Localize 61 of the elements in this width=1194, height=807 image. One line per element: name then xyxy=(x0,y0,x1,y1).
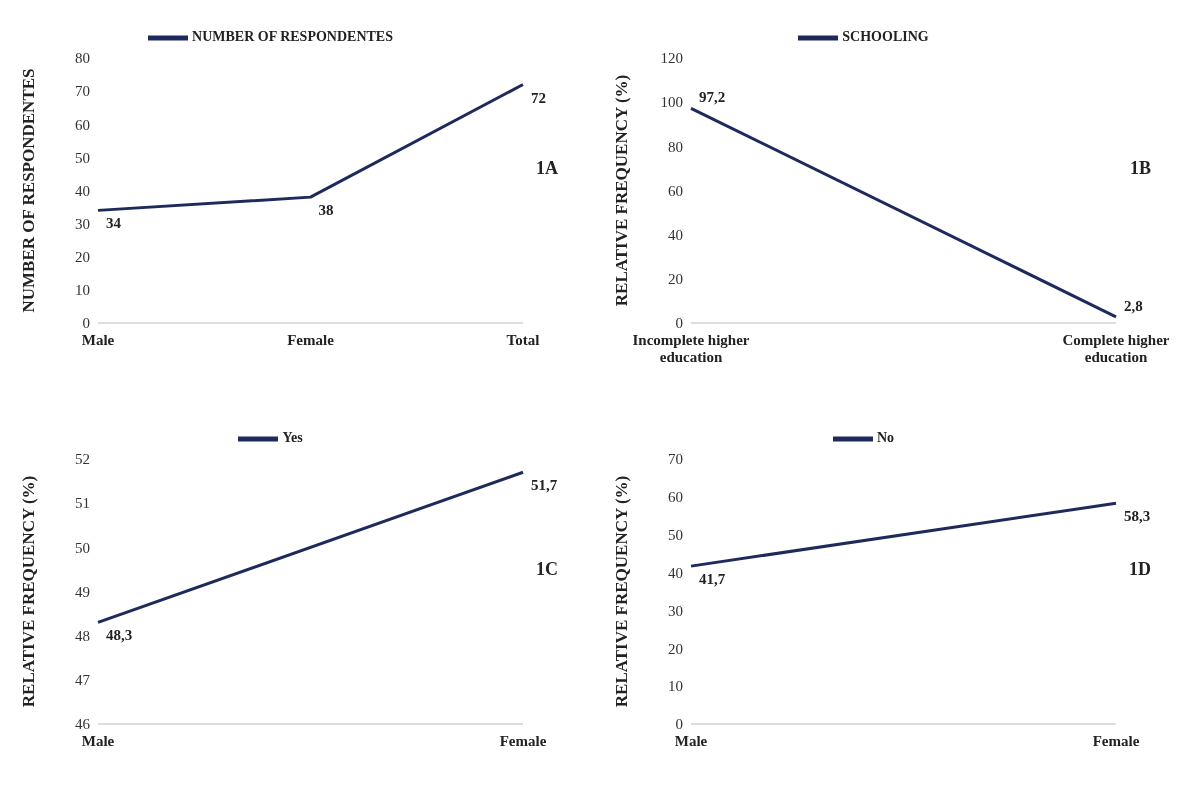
y-tick-label: 47 xyxy=(75,672,91,689)
y-tick-label: 40 xyxy=(668,564,683,581)
y-tick-label: 80 xyxy=(668,138,683,155)
data-label: 34 xyxy=(106,215,122,232)
x-tick-label: Female xyxy=(499,733,547,749)
y-tick-label: 100 xyxy=(660,94,683,111)
data-label: 51,7 xyxy=(531,477,558,494)
x-tick-label: Complete higher education xyxy=(1062,332,1170,365)
y-tick-label: 48 xyxy=(75,627,90,644)
data-label: 97,2 xyxy=(699,89,726,106)
y-tick-label: 49 xyxy=(75,583,90,600)
x-tick-label: Male xyxy=(81,332,115,348)
data-label: 41,7 xyxy=(699,571,726,588)
annotation: 1A xyxy=(536,158,558,179)
legend-label: No xyxy=(876,430,895,446)
x-tick-label: Male xyxy=(81,733,115,749)
y-tick-label: 0 xyxy=(675,315,683,332)
y-tick-label: 60 xyxy=(75,116,90,133)
data-label: 72 xyxy=(531,89,546,106)
y-tick-label: 60 xyxy=(668,489,683,506)
y-tick-label: 10 xyxy=(75,282,90,299)
y-tick-label: 20 xyxy=(668,640,683,657)
y-tick-label: 40 xyxy=(668,226,683,243)
y-tick-label: 0 xyxy=(675,716,683,733)
x-tick-label: Female xyxy=(287,332,335,348)
legend-label: SCHOOLING xyxy=(842,29,929,45)
data-label: 58,3 xyxy=(1124,508,1151,525)
x-tick-label: Female xyxy=(1092,733,1140,749)
x-tick-label: Male xyxy=(674,733,708,749)
y-axis-title: RELATIVE FREQUENCY (%) xyxy=(612,475,632,708)
y-tick-label: 50 xyxy=(75,149,90,166)
data-label: 48,3 xyxy=(106,627,133,644)
y-tick-label: 60 xyxy=(668,182,683,199)
annotation: 1D xyxy=(1129,559,1151,580)
y-tick-label: 80 xyxy=(75,50,90,67)
y-tick-label: 50 xyxy=(75,539,90,556)
y-tick-label: 30 xyxy=(668,602,683,619)
y-tick-label: 30 xyxy=(75,215,90,232)
y-axis-title: NUMBER OF RESPONDENTES xyxy=(19,68,39,313)
y-tick-label: 52 xyxy=(75,451,90,468)
annotation: 1C xyxy=(536,559,558,580)
y-tick-label: 120 xyxy=(660,50,683,67)
legend-label: Yes xyxy=(282,430,303,446)
annotation: 1B xyxy=(1129,158,1151,179)
y-axis-title: RELATIVE FREQUENCY (%) xyxy=(612,74,632,307)
y-tick-label: 0 xyxy=(82,315,90,332)
y-tick-label: 46 xyxy=(75,716,91,733)
y-axis-title: RELATIVE FREQUENCY (%) xyxy=(19,475,39,708)
y-tick-label: 50 xyxy=(668,527,683,544)
data-label: 2,8 xyxy=(1124,297,1143,314)
data-label: 38 xyxy=(318,202,334,219)
y-tick-label: 51 xyxy=(75,495,90,512)
y-tick-label: 70 xyxy=(75,83,90,100)
y-tick-label: 20 xyxy=(668,271,683,288)
x-tick-label: Total xyxy=(506,332,540,348)
x-tick-label: Incomplete higher education xyxy=(632,332,750,365)
legend-label: NUMBER OF RESPONDENTES xyxy=(192,29,393,45)
y-tick-label: 20 xyxy=(75,249,90,266)
y-tick-label: 10 xyxy=(668,678,683,695)
y-tick-label: 40 xyxy=(75,182,90,199)
y-tick-label: 70 xyxy=(668,451,683,468)
